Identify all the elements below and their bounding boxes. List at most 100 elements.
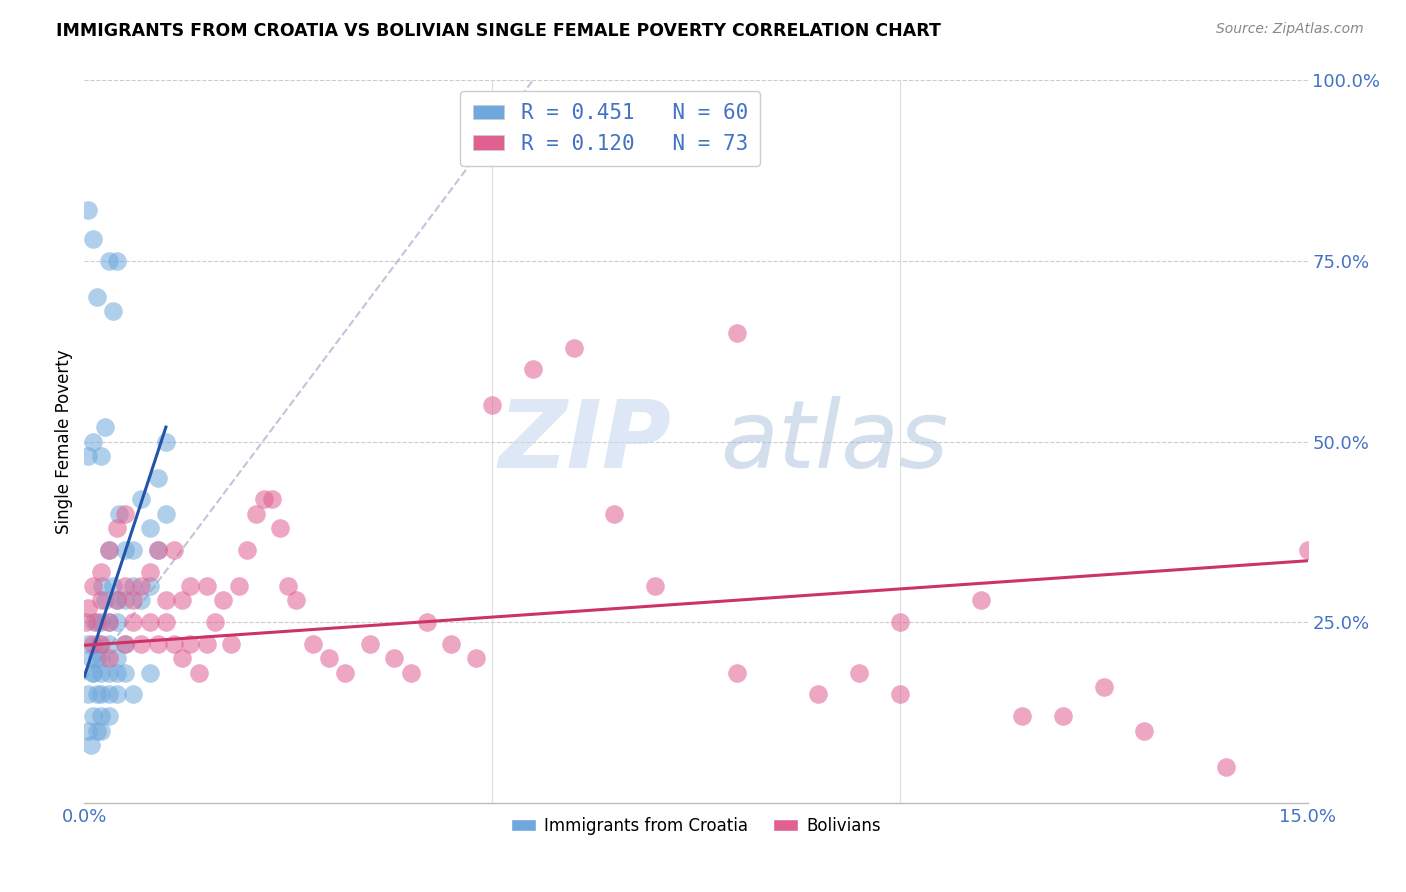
- Point: [277, 579, 299, 593]
- Point: [86, 290, 108, 304]
- Point: [86, 615, 108, 630]
- Point: [90, 687, 112, 701]
- Point: [82, 434, 104, 449]
- Point: [138, 565, 160, 579]
- Point: [725, 326, 748, 340]
- Point: [440, 637, 463, 651]
- Point: [382, 651, 405, 665]
- Point: [105, 253, 128, 268]
- Point: [481, 398, 503, 412]
- Point: [138, 579, 160, 593]
- Point: [90, 565, 112, 579]
- Point: [105, 665, 128, 680]
- Point: [93, 420, 115, 434]
- Point: [82, 579, 104, 593]
- Point: [155, 507, 177, 521]
- Point: [114, 637, 136, 651]
- Point: [416, 615, 439, 630]
- Point: [122, 615, 145, 630]
- Point: [114, 593, 136, 607]
- Point: [82, 232, 104, 246]
- Text: atlas: atlas: [720, 396, 949, 487]
- Point: [114, 637, 136, 651]
- Point: [228, 579, 250, 593]
- Point: [90, 637, 112, 651]
- Point: [1052, 709, 1074, 723]
- Point: [1296, 542, 1319, 557]
- Point: [163, 542, 186, 557]
- Point: [195, 579, 218, 593]
- Point: [285, 593, 308, 607]
- Point: [603, 507, 626, 521]
- Point: [80, 651, 103, 665]
- Point: [77, 637, 100, 651]
- Point: [97, 637, 120, 651]
- Point: [97, 542, 120, 557]
- Point: [97, 651, 120, 665]
- Point: [90, 709, 112, 723]
- Point: [131, 579, 153, 593]
- Point: [1215, 760, 1237, 774]
- Point: [1133, 723, 1156, 738]
- Point: [82, 709, 104, 723]
- Y-axis label: Single Female Poverty: Single Female Poverty: [55, 350, 73, 533]
- Point: [77, 203, 100, 218]
- Point: [335, 665, 357, 680]
- Point: [105, 687, 128, 701]
- Point: [970, 593, 993, 607]
- Point: [101, 579, 124, 593]
- Point: [464, 651, 486, 665]
- Point: [77, 687, 100, 701]
- Point: [138, 665, 160, 680]
- Point: [131, 637, 153, 651]
- Point: [179, 579, 201, 593]
- Point: [146, 470, 169, 484]
- Point: [131, 492, 153, 507]
- Point: [75, 615, 97, 630]
- Point: [97, 542, 120, 557]
- Point: [1092, 680, 1115, 694]
- Point: [318, 651, 340, 665]
- Point: [889, 687, 911, 701]
- Point: [253, 492, 276, 507]
- Point: [90, 723, 112, 738]
- Point: [146, 542, 169, 557]
- Point: [97, 615, 120, 630]
- Point: [105, 593, 128, 607]
- Point: [644, 579, 666, 593]
- Point: [77, 723, 100, 738]
- Text: Source: ZipAtlas.com: Source: ZipAtlas.com: [1216, 22, 1364, 37]
- Point: [90, 593, 112, 607]
- Point: [236, 542, 259, 557]
- Point: [399, 665, 422, 680]
- Point: [212, 593, 235, 607]
- Point: [172, 651, 194, 665]
- Point: [87, 637, 110, 651]
- Point: [195, 637, 218, 651]
- Point: [97, 615, 120, 630]
- Point: [80, 738, 103, 752]
- Point: [122, 593, 145, 607]
- Point: [889, 615, 911, 630]
- Point: [91, 579, 114, 593]
- Point: [114, 507, 136, 521]
- Point: [90, 651, 112, 665]
- Point: [114, 579, 136, 593]
- Point: [107, 507, 129, 521]
- Point: [138, 521, 160, 535]
- Point: [260, 492, 283, 507]
- Point: [179, 637, 201, 651]
- Point: [86, 723, 108, 738]
- Point: [146, 542, 169, 557]
- Legend: Immigrants from Croatia, Bolivians: Immigrants from Croatia, Bolivians: [505, 810, 887, 841]
- Point: [122, 687, 145, 701]
- Point: [122, 579, 145, 593]
- Point: [146, 637, 169, 651]
- Point: [97, 687, 120, 701]
- Point: [97, 709, 120, 723]
- Point: [122, 542, 145, 557]
- Point: [155, 593, 177, 607]
- Point: [725, 665, 748, 680]
- Point: [90, 665, 112, 680]
- Point: [522, 362, 544, 376]
